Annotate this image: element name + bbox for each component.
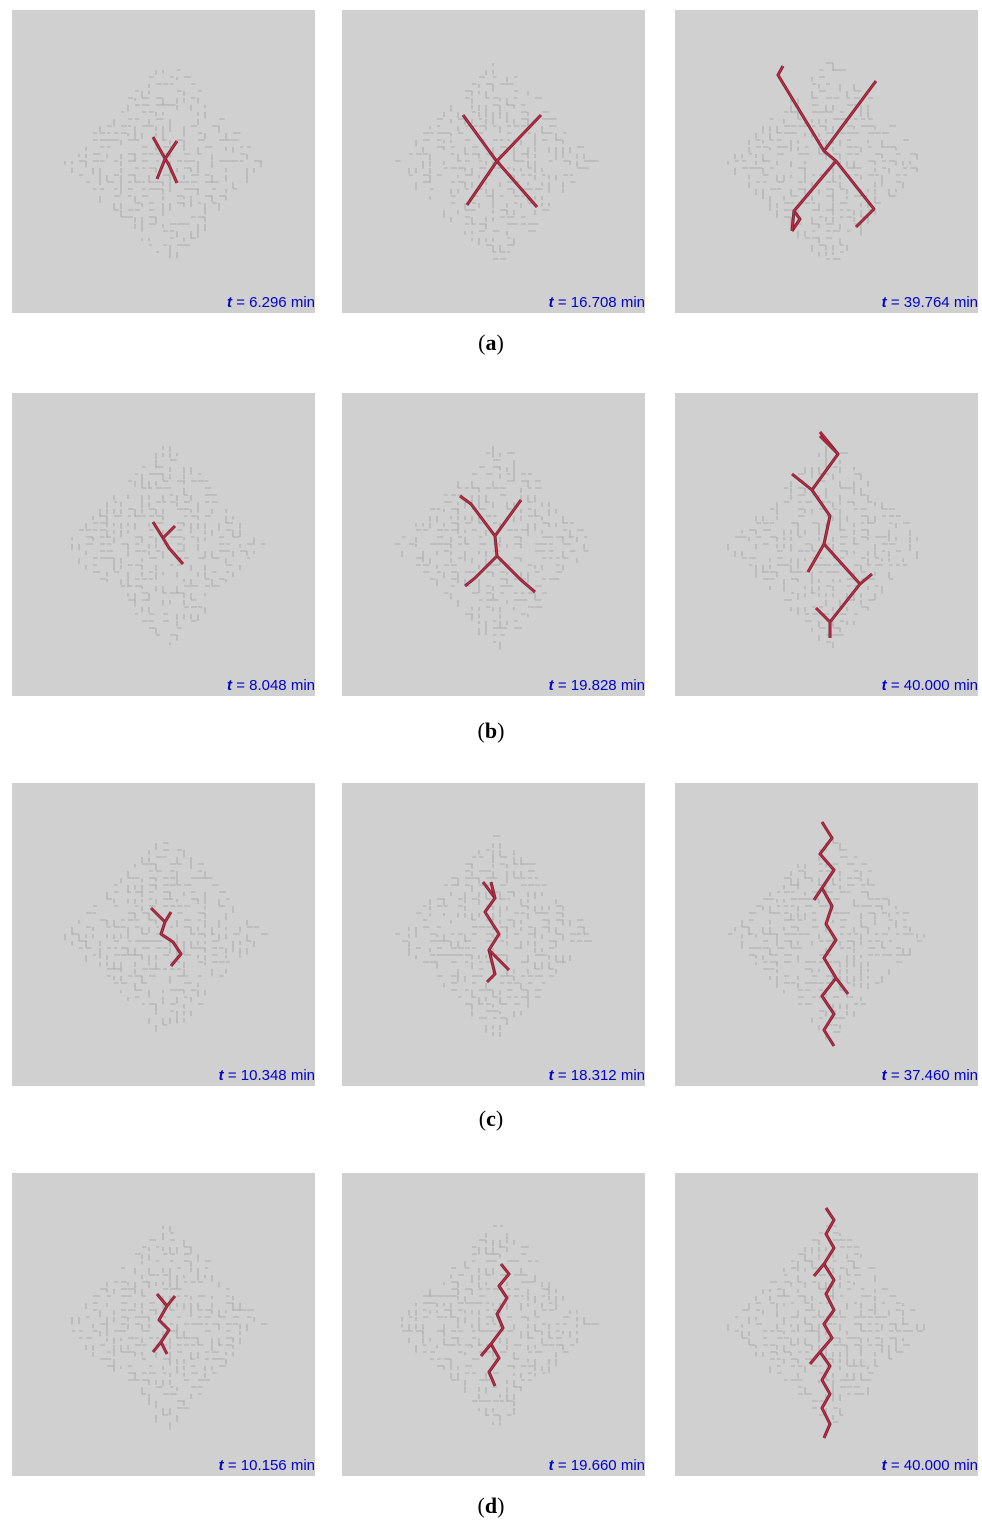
time-symbol: t <box>219 1067 224 1084</box>
time-label: t = 16.708 min <box>549 294 645 311</box>
caption-close: ) <box>497 330 504 355</box>
simulation-panel: t = 10.156 min <box>12 1173 315 1476</box>
caption-letter: c <box>486 1106 496 1131</box>
caption: (a) <box>0 330 982 356</box>
crack-image <box>342 393 645 696</box>
time-value: = 10.156 min <box>228 1457 315 1474</box>
time-symbol: t <box>549 1457 554 1474</box>
mesh <box>72 1226 267 1430</box>
time-label: t = 19.828 min <box>549 677 645 694</box>
time-value: = 40.000 min <box>891 1457 978 1474</box>
time-symbol: t <box>549 677 554 694</box>
mesh <box>395 836 592 1037</box>
simulation-panel: t = 19.660 min <box>342 1173 645 1476</box>
caption-open: ( <box>478 330 485 355</box>
caption-letter: b <box>485 718 497 743</box>
crack <box>465 536 497 586</box>
simulation-panel: t = 19.828 min <box>342 393 645 696</box>
mesh <box>395 446 589 650</box>
time-label: t = 10.156 min <box>219 1457 315 1474</box>
caption: (b) <box>0 718 982 744</box>
time-label: t = 40.000 min <box>882 1457 978 1474</box>
time-value: = 18.312 min <box>558 1067 645 1084</box>
time-symbol: t <box>882 1067 887 1084</box>
caption-close: ) <box>497 718 504 743</box>
crack <box>816 608 830 622</box>
crack-image <box>675 393 978 696</box>
caption: (d) <box>0 1493 982 1519</box>
simulation-panel: t = 39.764 min <box>675 10 978 313</box>
time-value: = 19.660 min <box>558 1457 645 1474</box>
mesh <box>728 1226 924 1422</box>
crack-image <box>675 1173 978 1476</box>
crack <box>467 115 541 205</box>
mesh <box>728 836 924 1040</box>
caption-open: ( <box>478 1493 485 1518</box>
time-value: = 16.708 min <box>558 294 645 311</box>
crack-image <box>342 783 645 1086</box>
crack <box>810 1352 820 1364</box>
time-symbol: t <box>227 677 232 694</box>
simulation-panel: t = 18.312 min <box>342 783 645 1086</box>
time-label: t = 39.764 min <box>882 294 978 311</box>
time-symbol: t <box>219 1457 224 1474</box>
time-symbol: t <box>549 294 554 311</box>
simulation-panel: t = 8.048 min <box>12 393 315 696</box>
caption-open: ( <box>479 1106 486 1131</box>
time-symbol: t <box>549 1067 554 1084</box>
time-label: t = 40.000 min <box>882 677 978 694</box>
caption-letter: d <box>485 1493 497 1518</box>
crack-image <box>675 783 978 1086</box>
time-symbol: t <box>882 294 887 311</box>
mesh <box>728 63 917 259</box>
crack <box>820 1208 834 1438</box>
crack <box>489 1264 509 1386</box>
crack <box>163 526 175 538</box>
figure: t = 6.296 mint = 16.708 mint = 39.764 mi… <box>0 0 982 1525</box>
time-value: = 10.348 min <box>228 1067 315 1084</box>
crack-image <box>12 783 315 1086</box>
crack-image <box>675 10 978 313</box>
caption: (c) <box>0 1106 982 1132</box>
time-label: t = 37.460 min <box>882 1067 978 1084</box>
time-label: t = 10.348 min <box>219 1067 315 1084</box>
time-value: = 19.828 min <box>558 677 645 694</box>
crack-image <box>342 1173 645 1476</box>
crack <box>153 1342 161 1352</box>
simulation-panel: t = 10.348 min <box>12 783 315 1086</box>
time-label: t = 19.660 min <box>549 1457 645 1474</box>
time-label: t = 8.048 min <box>227 677 315 694</box>
simulation-panel: t = 40.000 min <box>675 1173 978 1476</box>
time-value: = 8.048 min <box>236 677 315 694</box>
caption-open: ( <box>478 718 485 743</box>
simulation-panel: t = 16.708 min <box>342 10 645 313</box>
caption-close: ) <box>497 1493 504 1518</box>
crack <box>820 436 838 454</box>
time-label: t = 18.312 min <box>549 1067 645 1084</box>
time-symbol: t <box>227 294 232 311</box>
caption-close: ) <box>496 1106 503 1131</box>
crack-image <box>12 1173 315 1476</box>
time-label: t = 6.296 min <box>227 294 315 311</box>
time-value: = 39.764 min <box>891 294 978 311</box>
crack-image <box>342 10 645 313</box>
crack <box>814 1264 824 1276</box>
crack-image <box>12 393 315 696</box>
crack <box>481 1344 491 1356</box>
time-value: = 37.460 min <box>891 1067 978 1084</box>
crack <box>836 978 848 994</box>
time-symbol: t <box>882 1457 887 1474</box>
time-value: = 6.296 min <box>236 294 315 311</box>
simulation-panel: t = 37.460 min <box>675 783 978 1086</box>
time-value: = 40.000 min <box>891 677 978 694</box>
caption-letter: a <box>486 330 497 355</box>
crack <box>483 882 499 982</box>
crack <box>814 888 822 900</box>
time-symbol: t <box>882 677 887 694</box>
simulation-panel: t = 40.000 min <box>675 393 978 696</box>
crack-image <box>12 10 315 313</box>
crack <box>167 1296 175 1306</box>
simulation-panel: t = 6.296 min <box>12 10 315 313</box>
